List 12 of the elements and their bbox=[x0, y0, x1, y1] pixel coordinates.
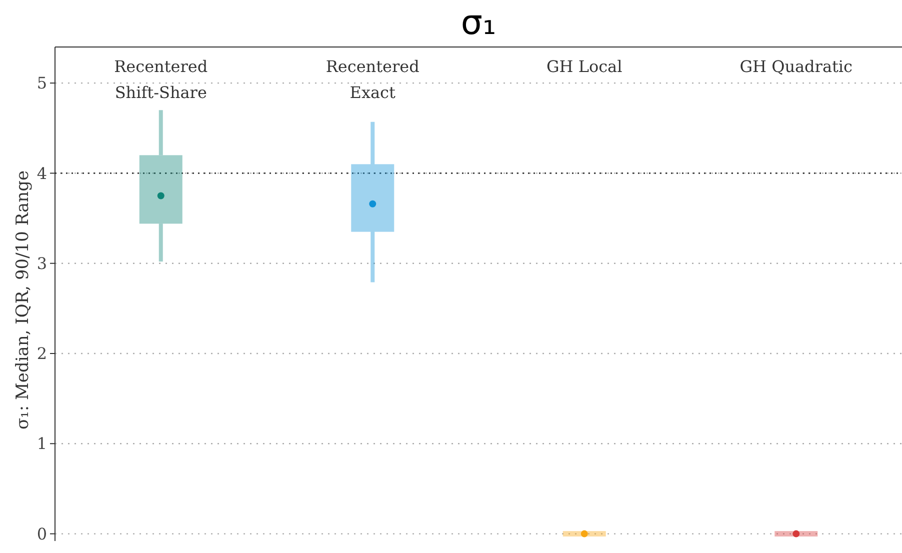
y-tick-label: 1 bbox=[36, 434, 47, 454]
x-tick-label: Recentered Exact bbox=[326, 57, 420, 102]
y-axis-title: σ₁: Median, IQR, 90/10 Range bbox=[13, 170, 33, 430]
y-tick-label: 3 bbox=[36, 254, 47, 273]
x-tick-label: GH Quadratic bbox=[740, 57, 853, 76]
x-tick-label: Recentered Shift-Share bbox=[114, 57, 208, 102]
chart-title: σ₁ bbox=[460, 3, 496, 43]
y-tick-label: 4 bbox=[36, 164, 47, 183]
y-tick-label: 2 bbox=[36, 344, 47, 364]
y-tick-label: 5 bbox=[36, 74, 47, 93]
y-tick-label: 0 bbox=[36, 524, 47, 544]
x-tick-label: GH Local bbox=[546, 57, 622, 76]
